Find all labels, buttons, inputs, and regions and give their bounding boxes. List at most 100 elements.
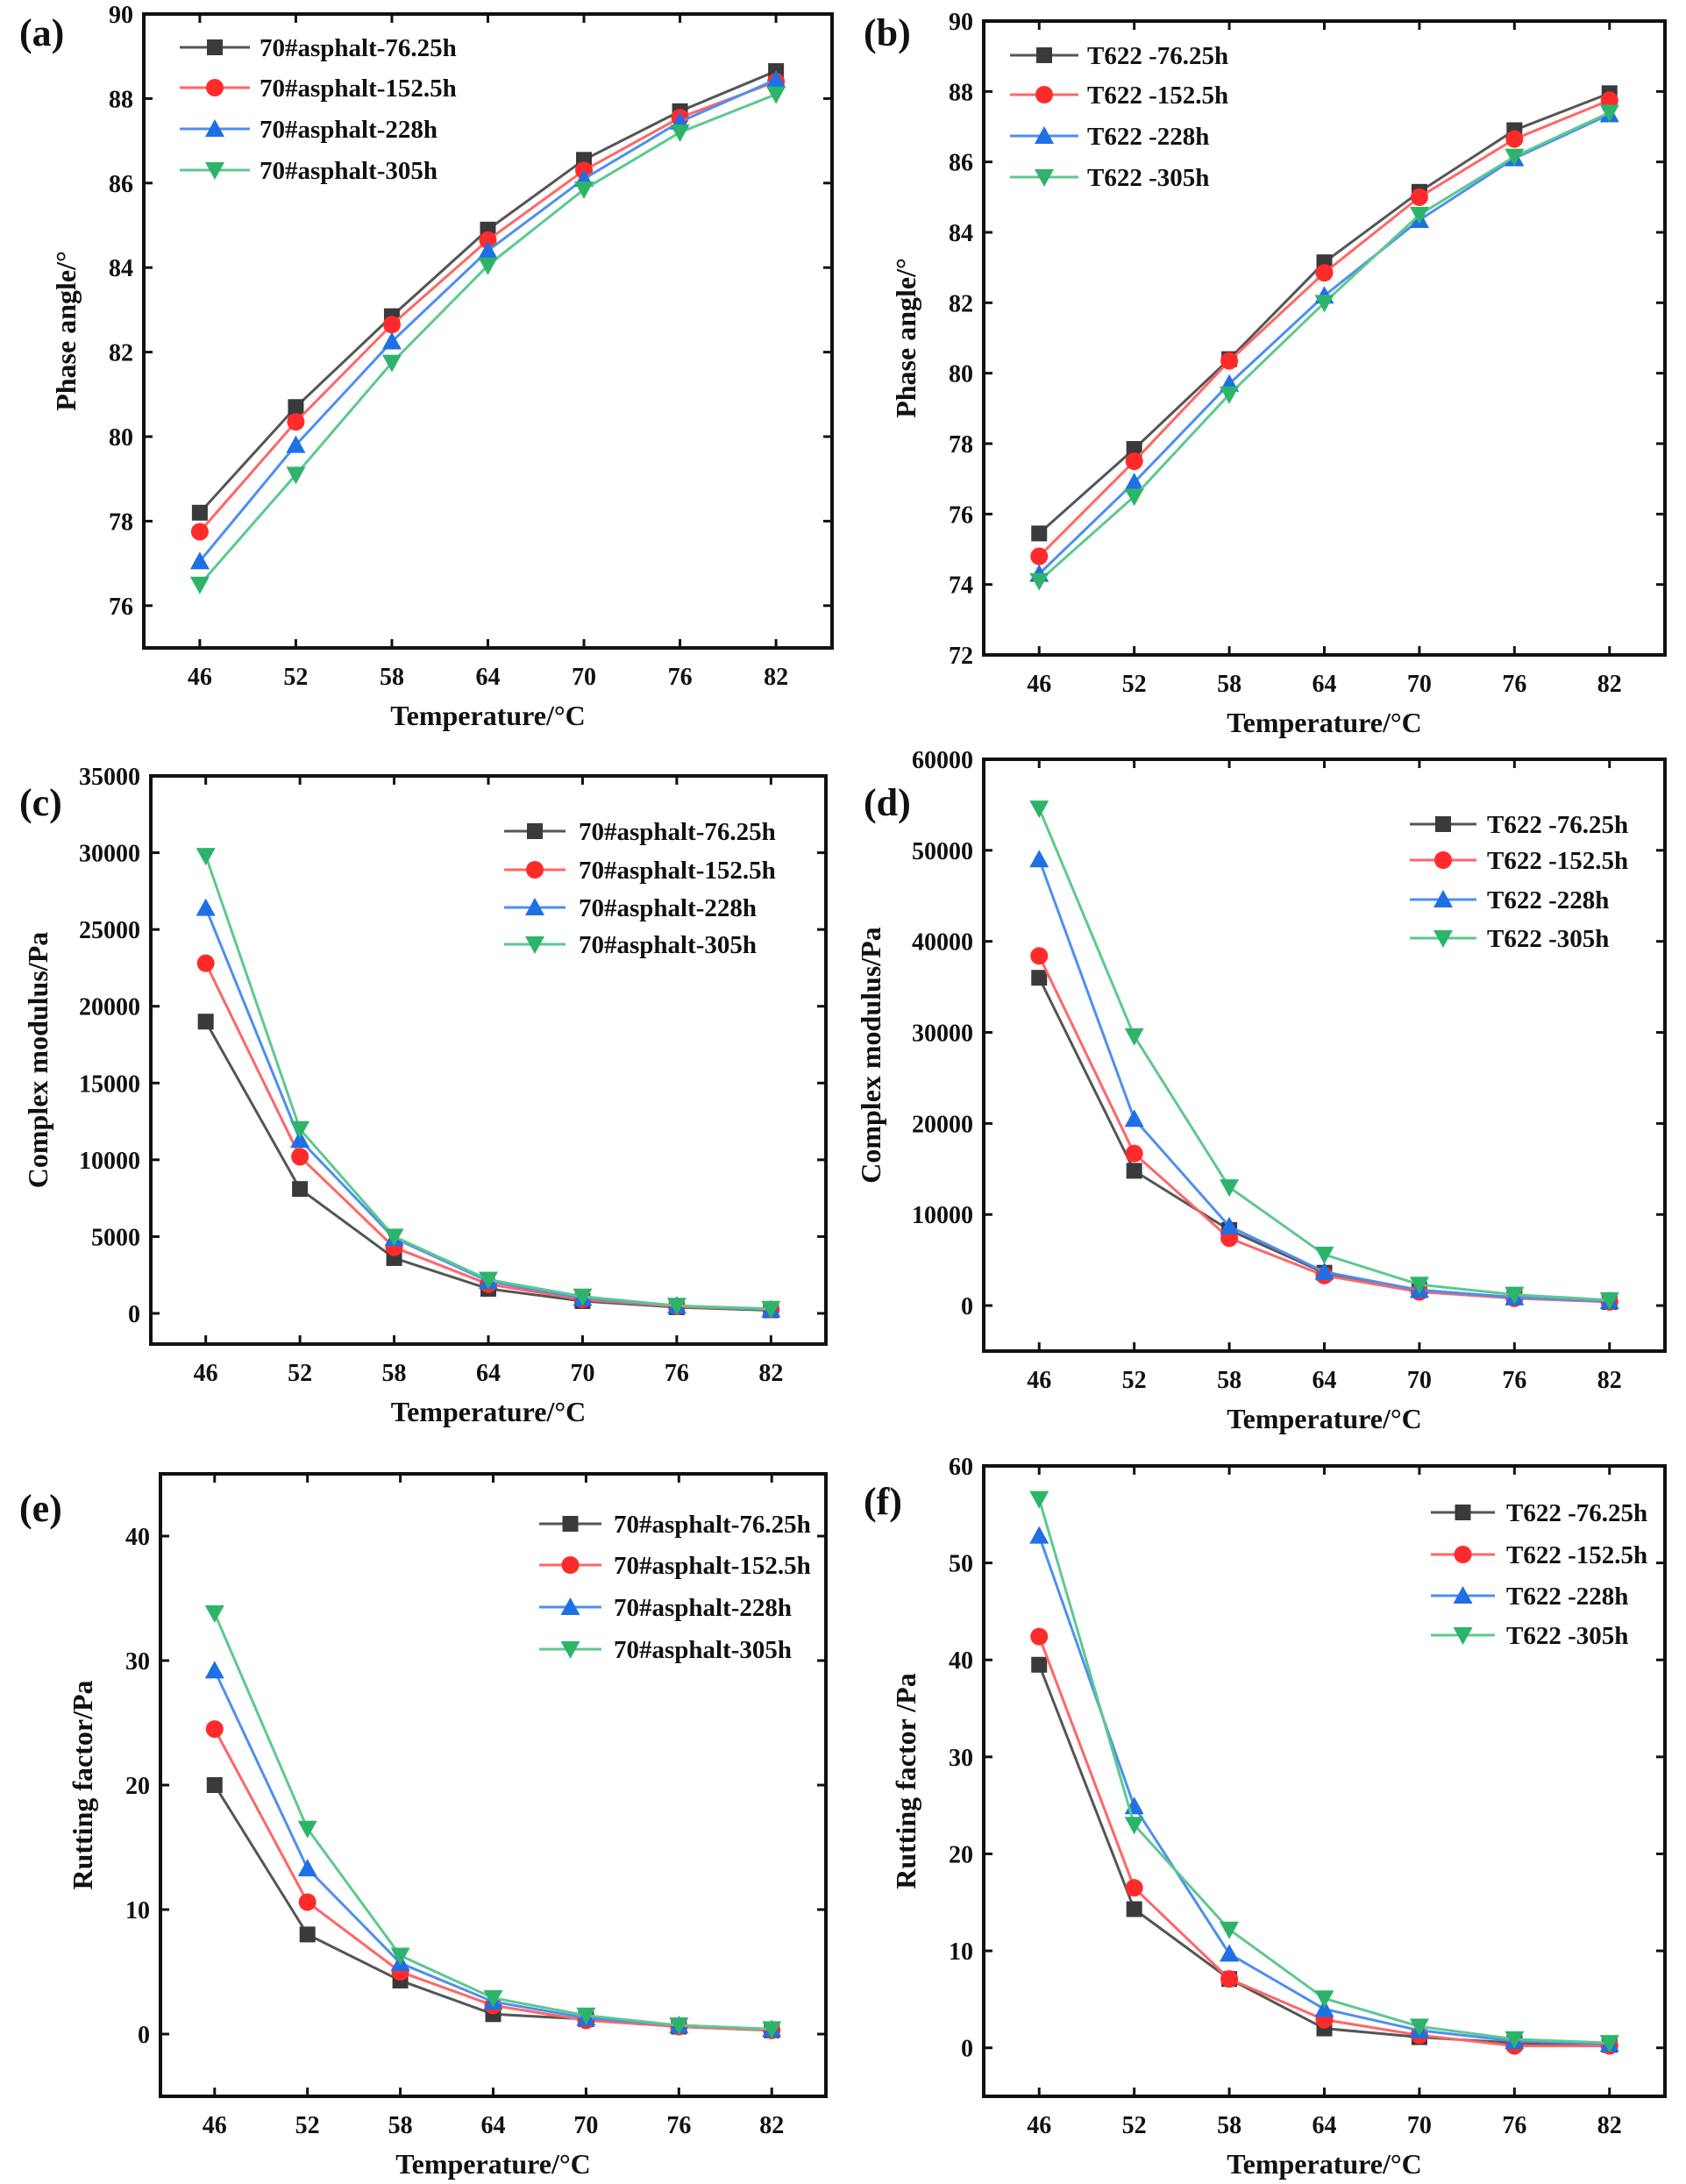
panel-label: (f) [864,1480,902,1523]
y-tick-label: 20000 [912,1111,973,1138]
legend-label: 70#asphalt-305h [579,931,757,959]
data-point [666,1298,686,1316]
x-tick-label: 70 [1407,1367,1432,1394]
data-point [1314,1246,1334,1264]
y-axis-label: Phase angle/° [890,258,921,418]
data-point [479,231,497,249]
y-tick-label: 88 [949,79,973,106]
data-point [288,399,304,416]
data-point [1314,295,1334,313]
plot-frame [982,19,1667,657]
data-point [1410,188,1428,206]
legend-marker [206,79,224,96]
y-tick-label: 10 [949,1939,973,1966]
legend-label: 70#asphalt-76.25h [614,1511,811,1539]
data-point [1030,1627,1049,1646]
data-point [196,954,215,972]
x-tick-label: 76 [666,2112,691,2139]
data-point [189,551,210,570]
data-point [1315,264,1334,282]
legend-marker [1035,126,1054,144]
x-tick-label: 58 [1217,671,1241,698]
x-tick-label: 82 [1597,1367,1622,1394]
data-point [190,523,209,541]
data-point [1220,1179,1240,1198]
y-tick-label: 82 [109,340,133,367]
legend-label: T622 -152.5h [1506,1541,1647,1569]
y-axis-label: Phase angle/° [50,251,82,411]
data-point [1220,1216,1240,1234]
data-point [197,1014,214,1030]
data-point [576,2007,596,2025]
x-tick-label: 82 [758,1360,783,1387]
data-point [1124,1109,1144,1128]
y-tick-label: 50000 [912,838,973,865]
x-axis-label: Temperature/°C [390,700,586,731]
data-point [1409,2018,1429,2037]
y-tick-label: 0 [128,1301,140,1328]
legend-label: T622 -228h [1487,886,1609,914]
x-tick-label: 58 [382,1360,407,1387]
y-tick-label: 0 [961,1293,973,1320]
y-tick-label: 74 [949,573,973,600]
x-tick-label: 64 [1313,1367,1337,1394]
data-point [189,576,210,594]
data-point [478,240,498,259]
y-axis-label: Rutting factor /Pa [890,1673,921,1889]
y-tick-label: 82 [949,290,973,317]
data-point [669,2017,689,2036]
data-point [1600,91,1618,110]
panel-label: (d) [864,781,911,824]
x-tick-label: 52 [1122,1367,1147,1394]
y-tick-label: 30 [125,1648,150,1675]
x-tick-label: 64 [481,2112,506,2139]
legend-label: 70#asphalt-305h [260,157,438,185]
data-point [1505,2031,1525,2049]
data-point [1409,206,1429,224]
legend-label: 70#asphalt-305h [614,1636,792,1664]
x-tick-label: 58 [1217,2112,1241,2139]
x-tick-label: 76 [668,664,693,691]
x-tick-label: 52 [1122,671,1147,698]
legend-label: T622 -152.5h [1487,847,1628,875]
data-point [1124,488,1144,507]
data-point [1030,547,1049,566]
y-tick-label: 5000 [91,1224,140,1251]
data-point [297,1859,317,1877]
data-point [1314,1262,1334,1280]
x-tick-label: 82 [1597,671,1622,698]
panel-label: (a) [19,11,64,54]
x-tick-label: 46 [1027,1367,1051,1394]
legend-marker [560,1641,580,1659]
legend-marker [1434,851,1452,869]
y-tick-label: 86 [949,150,973,177]
data-point [381,331,402,350]
data-point [1314,1990,1334,2009]
y-tick-label: 20000 [79,994,140,1021]
y-tick-label: 40 [949,1647,973,1675]
legend-label: 70#asphalt-228h [614,1594,792,1622]
data-point [1125,1879,1143,1897]
legend-marker [205,119,224,137]
data-point [1505,1286,1525,1305]
y-tick-label: 84 [949,220,973,247]
y-tick-label: 20 [949,1841,973,1868]
data-point [1031,525,1048,542]
legend-label: T622 -76.25h [1506,1499,1647,1527]
data-point [287,413,305,431]
plot-frame [142,12,834,650]
y-tick-label: 10000 [79,1148,140,1175]
legend-marker [207,39,223,55]
x-tick-label: 46 [1027,2112,1051,2139]
data-point [1031,1656,1048,1673]
x-axis-label: Temperature/°C [395,2148,591,2180]
chart-panel: (f) 46 52 58 64 70 76 82 0 10 20 30 40 50 60 Temperatur… [864,1454,1667,2180]
series-line [198,80,777,533]
y-tick-label: 86 [109,171,133,198]
series-line [1037,807,1610,1302]
data-point [1125,452,1143,471]
x-tick-label: 46 [188,664,212,691]
legend-marker [1455,1505,1471,1520]
y-tick-label: 84 [109,255,133,282]
legend-label: T622 -305h [1087,164,1209,192]
